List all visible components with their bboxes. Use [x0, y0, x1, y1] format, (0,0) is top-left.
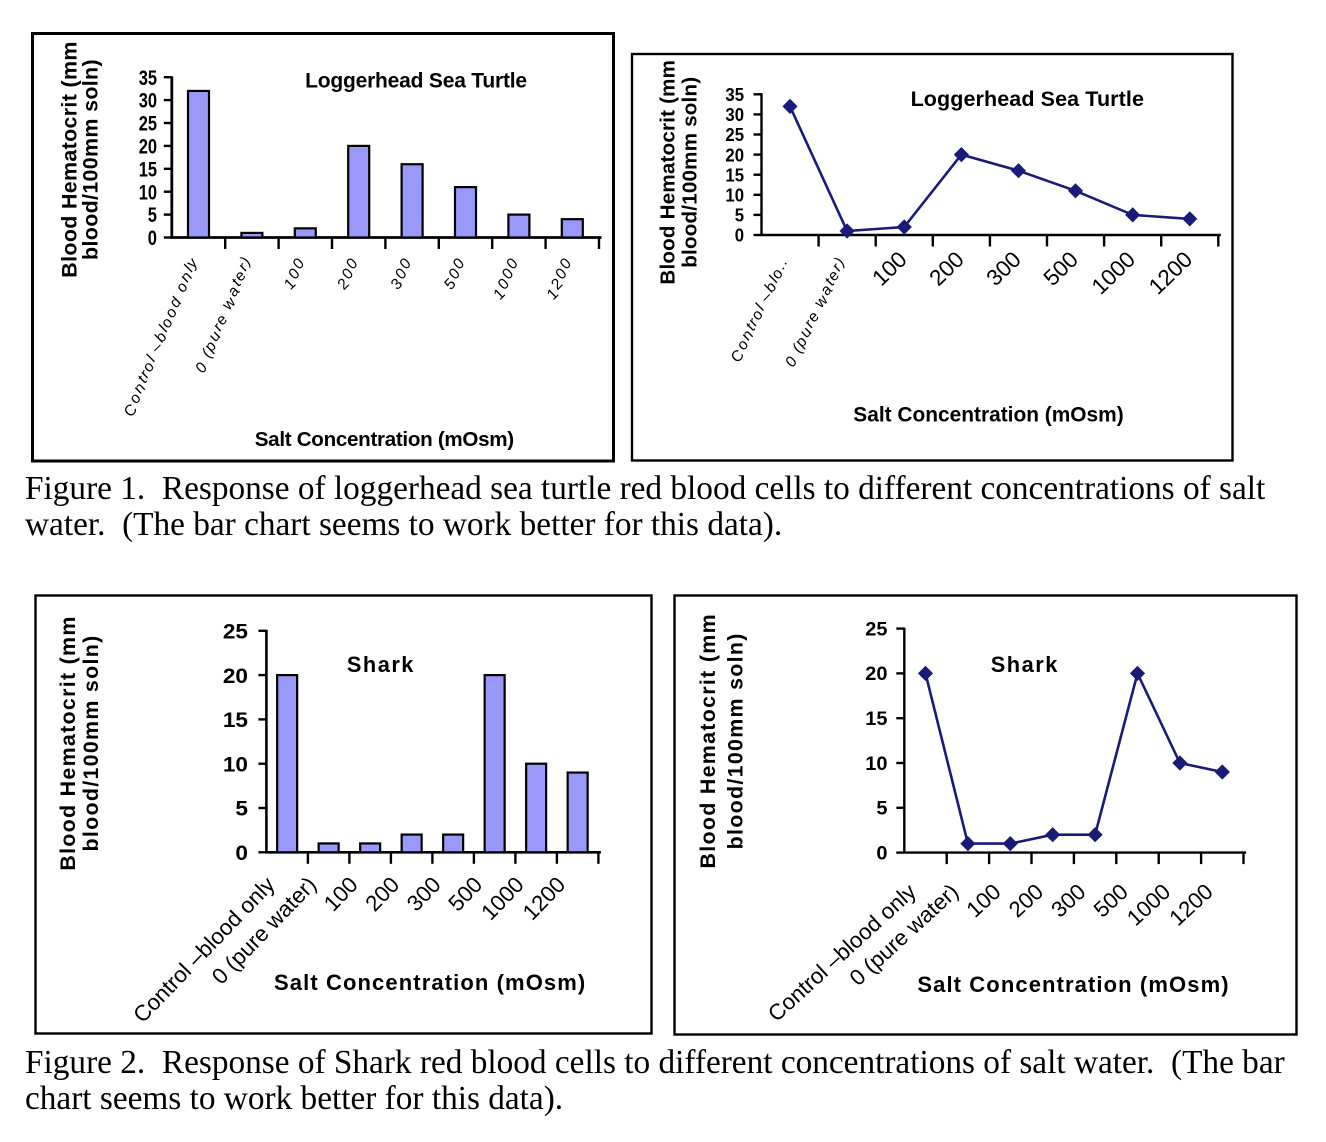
svg-text:15: 15	[865, 709, 888, 730]
svg-text:300: 300	[1046, 879, 1090, 922]
svg-text:Blood Hematocrit (mm: Blood Hematocrit (mm	[657, 60, 680, 285]
svg-text:200: 200	[924, 247, 968, 291]
svg-text:10: 10	[139, 180, 157, 204]
svg-text:Shark: Shark	[347, 652, 415, 677]
svg-text:0: 0	[876, 843, 887, 864]
svg-text:5: 5	[735, 205, 744, 226]
svg-text:20: 20	[139, 135, 157, 159]
svg-text:30: 30	[139, 89, 157, 113]
svg-text:35: 35	[139, 66, 157, 90]
svg-text:0: 0	[735, 225, 744, 246]
svg-text:Control –blood only: Control –blood only	[121, 254, 201, 420]
svg-text:300: 300	[388, 255, 415, 294]
svg-text:20: 20	[223, 664, 248, 688]
svg-text:1200: 1200	[544, 255, 575, 304]
svg-text:blood/100mm soln): blood/100mm soln)	[79, 59, 103, 260]
svg-text:15: 15	[139, 157, 157, 181]
svg-text:Blood Hematocrit (mm: Blood Hematocrit (mm	[58, 41, 82, 277]
svg-text:1200: 1200	[518, 872, 570, 925]
svg-text:25: 25	[725, 124, 744, 145]
svg-text:200: 200	[335, 255, 362, 294]
svg-text:blood/100mm soln): blood/100mm soln)	[678, 77, 701, 268]
svg-text:10: 10	[223, 752, 248, 776]
svg-text:100: 100	[281, 255, 308, 294]
svg-text:Salt Concentration (mOsm): Salt Concentration (mOsm)	[853, 404, 1123, 427]
svg-text:Blood Hematocrit (mm: Blood Hematocrit (mm	[56, 615, 80, 870]
svg-text:25: 25	[223, 620, 248, 644]
svg-text:15: 15	[725, 164, 744, 185]
svg-text:1200: 1200	[1164, 879, 1217, 931]
svg-text:5: 5	[148, 203, 157, 227]
svg-text:200: 200	[1004, 879, 1048, 922]
svg-text:Blood Hematocrit (mm: Blood Hematocrit (mm	[696, 613, 720, 868]
svg-text:0: 0	[148, 226, 157, 250]
svg-text:100: 100	[961, 879, 1005, 922]
svg-text:1000: 1000	[476, 872, 528, 925]
svg-text:10: 10	[865, 754, 887, 775]
svg-text:200: 200	[360, 872, 404, 916]
svg-text:300: 300	[982, 247, 1026, 291]
svg-text:Control –blo..: Control –blo..	[728, 254, 791, 367]
svg-text:100: 100	[867, 247, 911, 291]
svg-text:300: 300	[402, 872, 446, 916]
svg-text:25: 25	[139, 112, 157, 136]
svg-text:Loggerhead Sea Turtle: Loggerhead Sea Turtle	[911, 87, 1144, 111]
svg-text:500: 500	[441, 255, 468, 294]
svg-text:Salt Concentration (mOsm): Salt Concentration (mOsm)	[274, 970, 586, 995]
svg-text:35: 35	[725, 84, 744, 105]
svg-text:5: 5	[235, 797, 248, 821]
svg-text:15: 15	[223, 708, 248, 732]
svg-text:1200: 1200	[1144, 247, 1197, 300]
svg-text:20: 20	[725, 144, 744, 165]
svg-text:0: 0	[235, 841, 248, 865]
svg-text:1000: 1000	[491, 255, 522, 304]
svg-text:30: 30	[725, 104, 744, 125]
svg-text:25: 25	[865, 619, 888, 640]
svg-text:1000: 1000	[1122, 879, 1175, 931]
svg-text:blood/100mm soln): blood/100mm soln)	[724, 632, 748, 849]
svg-text:10: 10	[725, 185, 744, 206]
svg-text:100: 100	[319, 872, 363, 916]
svg-text:5: 5	[876, 799, 888, 820]
svg-text:Salt Concentration (mOsm): Salt Concentration (mOsm)	[917, 972, 1229, 997]
svg-text:1000: 1000	[1087, 247, 1140, 300]
svg-text:Shark: Shark	[991, 652, 1059, 677]
svg-text:20: 20	[865, 664, 887, 685]
svg-text:0 (pure water): 0 (pure water)	[783, 254, 848, 371]
svg-text:Salt Concentration (mOsm): Salt Concentration (mOsm)	[255, 428, 514, 451]
svg-text:blood/100mm soln): blood/100mm soln)	[79, 634, 103, 851]
svg-text:500: 500	[1039, 247, 1083, 291]
svg-text:Loggerhead Sea Turtle: Loggerhead Sea Turtle	[305, 70, 527, 93]
svg-text:0 (pure water): 0 (pure water)	[193, 253, 254, 377]
